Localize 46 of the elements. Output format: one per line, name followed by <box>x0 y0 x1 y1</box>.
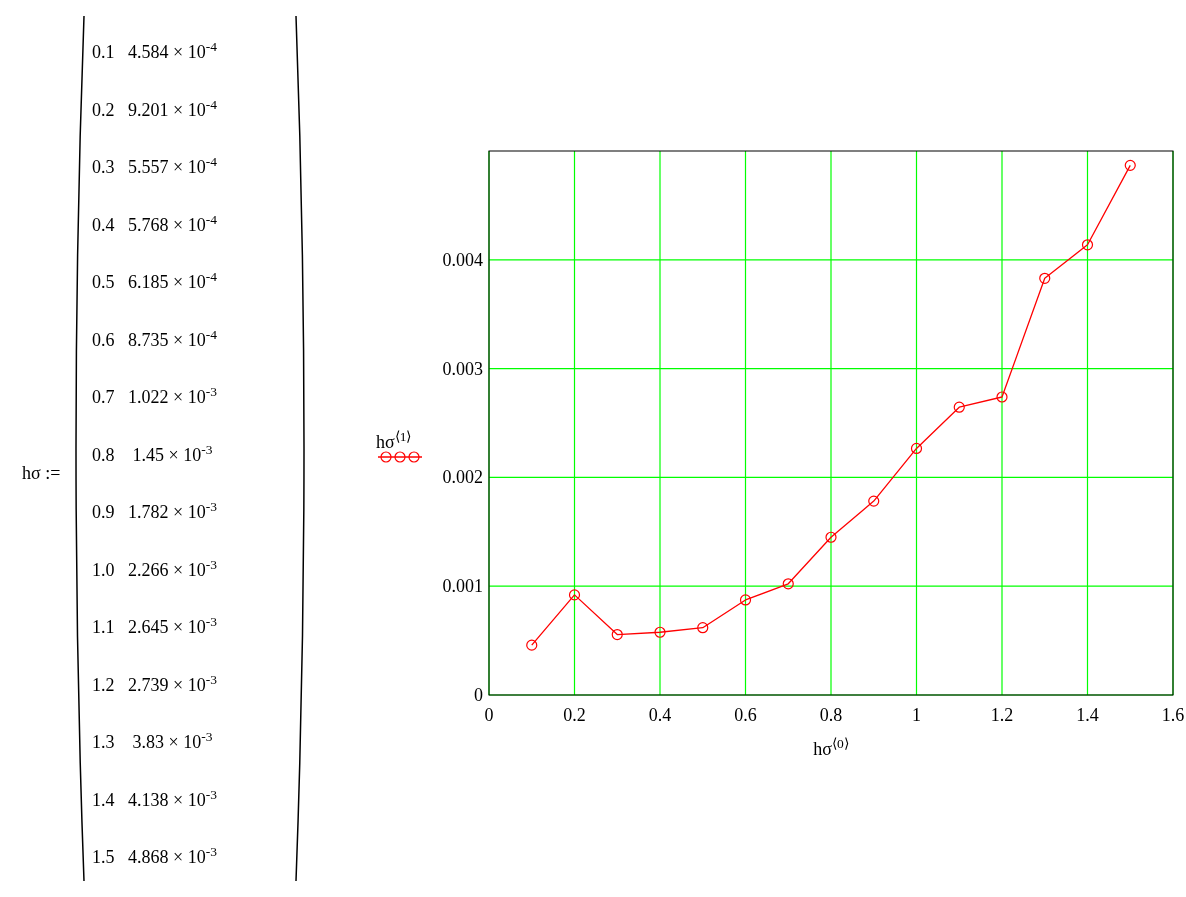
text: 0.3 5.557 × 10$^{-4}$ <box>92 153 218 177</box>
x-tick-label: 1.6 <box>1161 705 1185 725</box>
text: 0.7 1.022 × 10$^{-3}$ <box>92 383 218 407</box>
x-tick-label: 0.8 <box>819 705 843 725</box>
point <box>568 589 581 601</box>
x-tick-label: 0.2 <box>563 705 586 725</box>
point <box>910 442 923 455</box>
point <box>654 626 666 638</box>
text: 1.3 3.83 × 10$^{-3}$ <box>92 728 213 752</box>
point <box>739 594 752 606</box>
point <box>825 531 837 543</box>
point <box>996 391 1008 403</box>
x-tick-label: 0.4 <box>648 705 672 725</box>
text: 1.0 2.266 × 10$^{-3}$ <box>92 556 218 580</box>
point <box>782 578 794 590</box>
x-tick-label: 1 <box>912 705 921 725</box>
point <box>526 639 538 651</box>
text: 1.1 2.645 × 10$^{-3}$ <box>92 613 218 637</box>
y-tick-label: 0 <box>474 685 483 705</box>
text: 1.5 4.868 × 10$^{-3}$ <box>92 843 218 867</box>
text: 1.4 4.138 × 10$^{-3}$ <box>92 786 218 810</box>
point <box>697 622 709 634</box>
y-tick-label: 0.003 <box>442 358 483 379</box>
x-axis-title: hσ$^{⟨0⟩}$ <box>813 735 849 759</box>
text: 0.8 1.45 × 10$^{-3}$ <box>92 441 213 465</box>
y-tick-label: 0.002 <box>442 467 483 488</box>
x-tick-label: 1.4 <box>1076 705 1099 725</box>
x-tick-label: 0.6 <box>734 705 757 725</box>
text: hσ := <box>22 463 61 483</box>
text: 0.9 1.782 × 10$^{-3}$ <box>92 498 218 522</box>
text: 0.1 4.584 × 10$^{-4}$ <box>92 38 218 62</box>
point <box>868 495 880 507</box>
text: 1.2 2.739 × 10$^{-3}$ <box>92 671 218 695</box>
text: 0.6 8.735 × 10$^{-4}$ <box>92 326 218 350</box>
y-tick-label: 0.001 <box>442 576 483 597</box>
point <box>611 628 623 641</box>
point <box>953 401 965 413</box>
point <box>1039 272 1051 284</box>
y-tick-label: 0.004 <box>442 249 483 270</box>
y-axis-title: hσ$^{⟨1⟩}$ <box>376 428 412 452</box>
x-tick-label: 1.2 <box>990 705 1014 725</box>
text: 0.2 9.201 × 10$^{-4}$ <box>92 96 218 120</box>
point <box>1124 159 1136 171</box>
text: 0.5 6.185 × 10$^{-4}$ <box>92 268 218 292</box>
text: 0.4 5.768 × 10$^{-4}$ <box>92 211 218 235</box>
point <box>1081 239 1094 251</box>
